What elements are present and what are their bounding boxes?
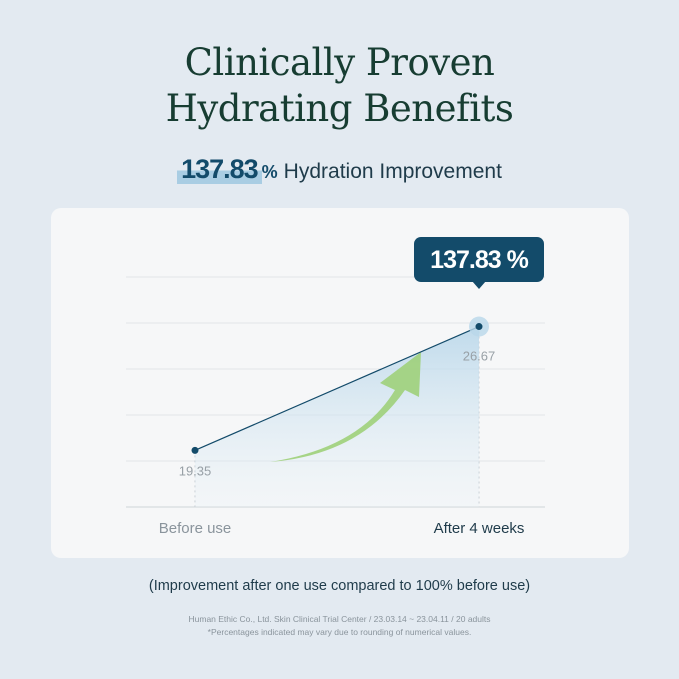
- area-fill: [195, 326, 479, 507]
- headline-label: Hydration Improvement: [283, 160, 502, 183]
- callout: 137.83 %: [414, 237, 544, 289]
- x-label-after: After 4 weeks: [434, 520, 525, 537]
- growth-arrow: [270, 352, 421, 462]
- data-point: [475, 323, 483, 331]
- x-label-before: Before use: [159, 520, 232, 537]
- page-title: Clinically Proven Hydrating Benefits: [165, 41, 514, 130]
- disclaimer-text: *Percentages indicated may vary due to r…: [207, 627, 472, 637]
- headline-value: 137.83: [177, 154, 262, 184]
- data-label: 19.35: [179, 463, 212, 478]
- footnote: (Improvement after one use compared to 1…: [148, 578, 531, 594]
- series-line: [194, 326, 480, 451]
- source-text: Human Ethic Co., Ltd. Skin Clinical Tria…: [188, 614, 491, 624]
- svg-text:137.83 %: 137.83 %: [430, 246, 528, 274]
- data-label: 26.67: [463, 349, 496, 364]
- headline: 137.83% Hydration Improvement: [0, 154, 679, 185]
- data-point: [191, 446, 199, 454]
